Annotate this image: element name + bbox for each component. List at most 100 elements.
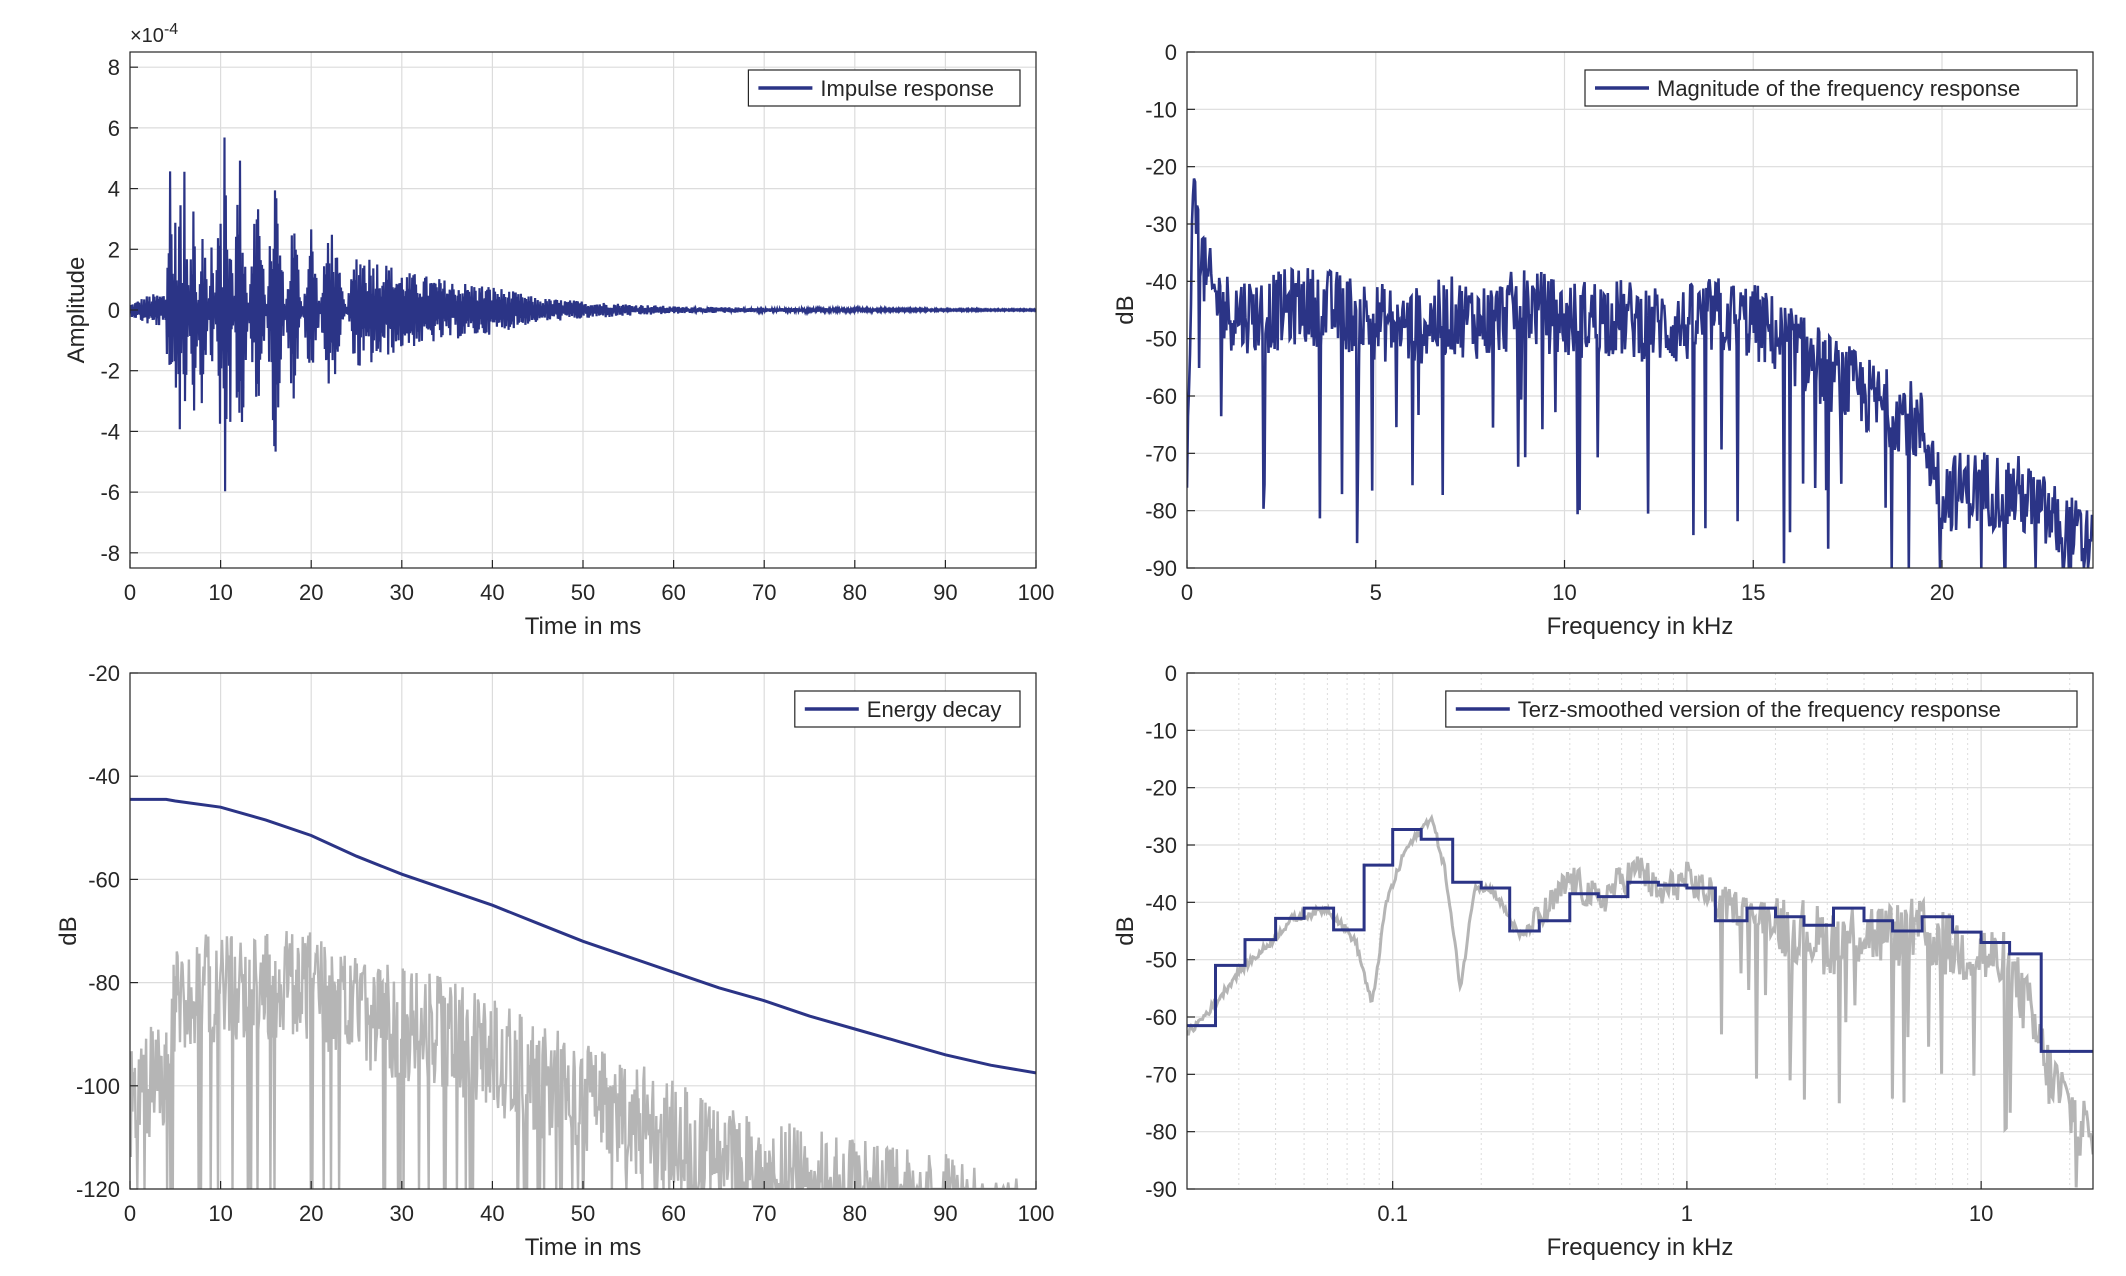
y-tick-label: -10: [1145, 718, 1177, 743]
x-tick-label: 60: [661, 580, 685, 605]
y-axis-label: dB: [1112, 916, 1139, 945]
x-tick-label: 0: [124, 1201, 136, 1226]
y-tick-label: -8: [100, 541, 120, 566]
y-tick-label: -6: [100, 480, 120, 505]
series-energy-decay: [130, 797, 1036, 1075]
y-tick-label: -60: [88, 867, 120, 892]
y-axis-label: dB: [55, 916, 82, 945]
y-tick-label: -70: [1145, 441, 1177, 466]
x-tick-label: 0: [124, 580, 136, 605]
x-tick-label: 60: [661, 1201, 685, 1226]
legend: Terz-smoothed version of the frequency r…: [1445, 690, 2078, 728]
series-group: [1187, 813, 2093, 1188]
axes-box: [1186, 672, 2094, 1190]
series-group: [130, 797, 1036, 1189]
y-tick-label: -60: [1145, 384, 1177, 409]
legend-label: Terz-smoothed version of the frequency r…: [1518, 697, 2001, 722]
x-axis-label: Frequency in kHz: [1547, 1234, 1734, 1261]
y-tick-label: -4: [100, 419, 120, 444]
y-axis-label: dB: [1112, 295, 1139, 324]
x-tick-label: 100: [1018, 1201, 1055, 1226]
x-tick-label: 70: [752, 580, 776, 605]
x-tick-label: 30: [390, 580, 414, 605]
exponent-label: ×10-4: [130, 21, 178, 47]
series-terz-smoothed: [1187, 828, 2093, 1053]
x-tick-label: 10: [1969, 1201, 1993, 1226]
x-axis-label: Frequency in kHz: [1547, 613, 1734, 640]
x-tick-label: 40: [480, 1201, 504, 1226]
axes-box: [1186, 51, 2094, 569]
y-tick-label: -80: [1145, 499, 1177, 524]
y-tick-label: -90: [1145, 1177, 1177, 1202]
y-tick-label: -90: [1145, 556, 1177, 581]
y-tick-label: -70: [1145, 1062, 1177, 1087]
y-tick-label: -120: [76, 1177, 120, 1202]
y-tick-label: -80: [88, 971, 120, 996]
legend-label: Impulse response: [820, 76, 994, 101]
y-tick-label: -50: [1145, 327, 1177, 352]
legend-label: Energy decay: [867, 697, 1002, 722]
y-tick-label: 0: [1165, 661, 1177, 686]
y-tick-label: 0: [1165, 40, 1177, 65]
x-tick-label: 1: [1681, 1201, 1693, 1226]
y-tick-label: -100: [76, 1074, 120, 1099]
series-group: [1187, 178, 2093, 568]
x-tick-label: 50: [571, 580, 595, 605]
series-background-energy: [130, 931, 1019, 1189]
y-tick-label: -20: [1145, 776, 1177, 801]
x-tick-label: 0: [1181, 580, 1193, 605]
x-tick-label: 50: [571, 1201, 595, 1226]
chart-decay: 0 10 20 30 40 50 60 70 80 90 100 -20 -40 -60 -80 -100 -1…: [55, 661, 1054, 1261]
y-tick-label: 2: [108, 237, 120, 262]
legend: Impulse response: [747, 69, 1021, 107]
legend-box: [1584, 69, 2078, 107]
y-tick-label: -80: [1145, 1120, 1177, 1145]
x-tick-label: 0.1: [1377, 1201, 1408, 1226]
y-tick-label: 4: [108, 177, 120, 202]
x-tick-label: 100: [1018, 580, 1055, 605]
x-tick-label: 10: [208, 1201, 232, 1226]
y-tick-label: 6: [108, 116, 120, 141]
series-impulse-response: [130, 137, 1036, 492]
x-axis-label: Time in ms: [525, 613, 641, 640]
chart-magnitude: 0 5 10 15 20 0 -10 -20 -30 -40 -50 -60 -70 -80 -90 Freq…: [1112, 40, 2094, 640]
y-tick-label: -50: [1145, 948, 1177, 973]
x-tick-label: 15: [1741, 580, 1765, 605]
x-tick-label: 20: [299, 1201, 323, 1226]
chart-impulse: 0 10 20 30 40 50 60 70 80 90 100 -8 -6 -4 -2 0 2 4 6 8 Time …: [63, 21, 1054, 640]
legend: Energy decay: [794, 690, 1021, 728]
x-tick-label: 20: [1930, 580, 1954, 605]
x-tick-label: 20: [299, 580, 323, 605]
x-axis-label: Time in ms: [525, 1234, 641, 1261]
legend: Magnitude of the frequency response: [1584, 69, 2078, 107]
y-axis-label: Amplitude: [63, 257, 90, 364]
y-tick-label: -20: [88, 661, 120, 686]
y-tick-label: -30: [1145, 212, 1177, 237]
x-tick-label: 10: [1552, 580, 1576, 605]
y-tick-label: -40: [1145, 269, 1177, 294]
x-tick-label: 40: [480, 580, 504, 605]
y-tick-label: -10: [1145, 97, 1177, 122]
legend-label: Magnitude of the frequency response: [1657, 76, 2020, 101]
legend-box: [1445, 690, 2078, 728]
series-magnitude: [1187, 178, 2093, 568]
y-tick-label: -2: [100, 359, 120, 384]
y-tick-label: 0: [108, 298, 120, 323]
chart-terz: 0.1 1 10 0 -10 -20 -30 -40 -50 -60 -70 -80 -90 Freque…: [1112, 661, 2094, 1261]
x-tick-label: 70: [752, 1201, 776, 1226]
y-tick-label: -40: [1145, 890, 1177, 915]
y-tick-label: -20: [1145, 155, 1177, 180]
y-tick-label: -60: [1145, 1005, 1177, 1030]
x-tick-label: 30: [390, 1201, 414, 1226]
y-tick-label: -30: [1145, 833, 1177, 858]
x-tick-label: 10: [208, 580, 232, 605]
y-tick-label: -40: [88, 764, 120, 789]
series-group: [130, 137, 1036, 492]
x-tick-label: 80: [843, 1201, 867, 1226]
x-tick-label: 90: [933, 580, 957, 605]
x-tick-label: 80: [843, 580, 867, 605]
x-tick-label: 90: [933, 1201, 957, 1226]
x-tick-label: 5: [1370, 580, 1382, 605]
y-tick-label: 8: [108, 55, 120, 80]
